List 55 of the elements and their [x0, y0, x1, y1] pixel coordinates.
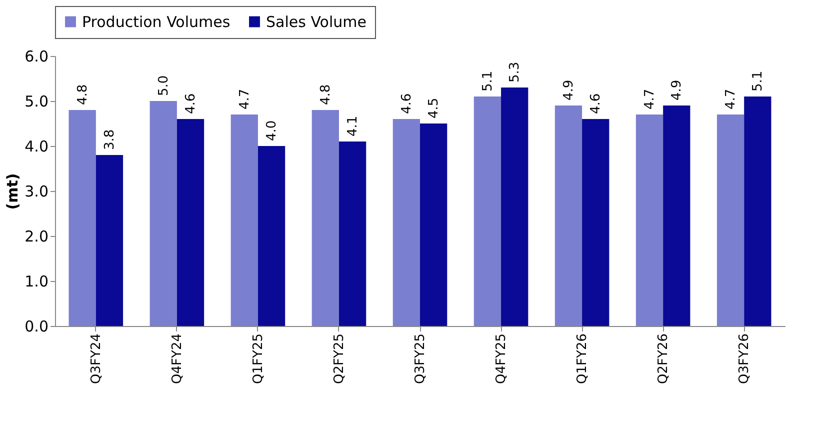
bar [636, 114, 664, 326]
x-tick-label: Q4FY24 [170, 334, 185, 384]
y-tick-label: 3.0 [24, 182, 48, 200]
data-label: 4.8 [75, 84, 90, 105]
y-tick-label: 2.0 [24, 228, 48, 246]
data-label: 4.9 [561, 80, 576, 100]
x-tick-label: Q2FY25 [332, 334, 347, 384]
x-tick-label: Q3FY25 [413, 334, 428, 384]
data-label: 5.3 [508, 62, 523, 82]
bar [554, 106, 582, 326]
data-label: 4.7 [724, 88, 739, 110]
data-label: 5.1 [480, 70, 496, 92]
bar [312, 110, 339, 326]
bar [150, 101, 177, 326]
bar [258, 146, 286, 326]
x-tick-label: Q1FY25 [250, 334, 266, 384]
x-tick-label: Q2FY26 [656, 334, 672, 384]
y-tick-label: 6.0 [24, 48, 48, 66]
y-axis-title: (mt) [4, 173, 22, 210]
bar [68, 110, 96, 326]
bar [716, 114, 744, 326]
data-label: 4.1 [346, 116, 361, 136]
bar [501, 88, 528, 326]
bar [420, 124, 448, 326]
x-tick-label: Q4FY25 [494, 334, 510, 384]
y-tick-label: 1.0 [24, 272, 48, 290]
bar [663, 106, 690, 326]
bar [392, 119, 420, 326]
data-label: 4.0 [264, 120, 280, 141]
x-tick-label: Q1FY26 [575, 334, 590, 384]
bar [474, 96, 502, 326]
data-label: 5.1 [750, 70, 766, 92]
bar [230, 114, 258, 326]
bar [96, 155, 124, 326]
y-tick-label: 0.0 [24, 318, 48, 336]
data-label: 5.0 [156, 75, 172, 96]
y-tick-label: 5.0 [24, 92, 48, 110]
data-label: 4.6 [588, 93, 604, 114]
legend-label: Production Volumes [82, 12, 230, 31]
bar [338, 142, 366, 326]
bar [744, 96, 772, 326]
legend-label: Sales Volume [266, 12, 366, 31]
x-tick-label: Q3FY26 [737, 334, 752, 384]
bar [176, 119, 204, 326]
data-label: 4.7 [237, 88, 252, 110]
x-tick-label: Q3FY24 [88, 334, 104, 384]
data-label: 3.8 [102, 129, 118, 150]
data-label: 4.9 [670, 80, 685, 100]
data-label: 4.8 [318, 84, 334, 105]
data-label: 4.5 [426, 98, 442, 118]
y-tick-label: 4.0 [24, 138, 48, 156]
data-label: 4.6 [399, 93, 414, 114]
data-label: 4.7 [642, 88, 658, 110]
bar [582, 119, 610, 326]
data-label: 4.6 [184, 93, 199, 114]
